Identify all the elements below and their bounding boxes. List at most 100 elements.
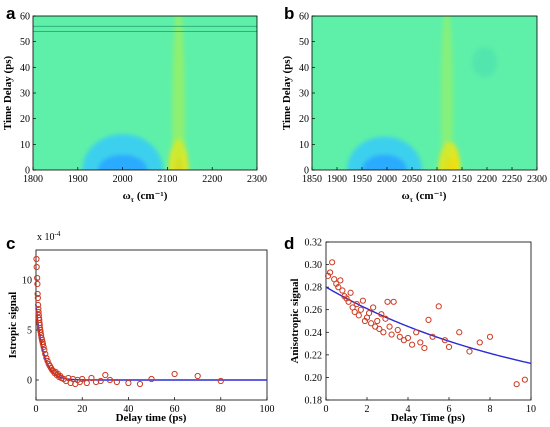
scatter-d-point-24: [374, 317, 381, 325]
heatmap-b-x-tick-label-4: 2050: [402, 174, 422, 185]
heatmap-b-y-tick-label-4: 40: [299, 63, 309, 74]
scatter-c-multiplier: x 10-4: [37, 230, 61, 243]
scatter-panel-c: x 10-4 0 20 40 60 80 100 0 5 10 Delay time (ps)…: [7, 230, 275, 424]
scatter-d-point-40: [421, 344, 428, 352]
heatmap-a-y-ticks: 0 10 20 30 40 50 60: [20, 12, 36, 177]
scatter-panel-d: 0 2 4 6 8 10 0.18 0.20 0.22 0.24 0.26 0.28 0.30 0.32…: [289, 238, 536, 425]
heatmap-a-y-tick-label-4: 40: [20, 63, 30, 74]
scatter-c-x-tick-label-4: 80: [216, 404, 226, 415]
scatter-c-x-label: Delay time (ps): [116, 412, 187, 424]
scatter-d-x-ticks: 0 2 4 6 8 10: [324, 397, 536, 415]
heatmap-b-x-tick-label-0: 1850: [302, 174, 322, 185]
scatter-d-point-27: [380, 329, 387, 336]
scatter-d-point-31: [388, 331, 395, 338]
scatter-d-point-30: [386, 323, 393, 330]
scatter-d-x-tick-label-5: 10: [526, 404, 536, 415]
scatter-d-point-38: [413, 329, 420, 336]
heatmap-b-background: [312, 16, 537, 170]
heatmap-b-y-tick-label-1: 10: [299, 140, 309, 151]
scatter-d-y-ticks: 0.18 0.20 0.22 0.24 0.26 0.28 0.30 0.32: [305, 238, 329, 407]
scatter-d-y-tick-label-2: 0.22: [305, 350, 323, 361]
scatter-d-x-tick-label-4: 8: [488, 404, 493, 415]
heatmap-a-feature-4: [172, 16, 185, 170]
scatter-c-point-0: [33, 255, 40, 263]
scatter-d-x-label: Delay Time (ps): [391, 412, 465, 424]
heatmap-panel-b: 1850 1900 1950 2000 2050 2100 2150 2200 2250 2300…: [281, 12, 547, 205]
heatmap-a-x-label: ωτ (cm⁻¹): [123, 190, 168, 204]
heatmap-b-features: [347, 16, 497, 170]
heatmap-b-y-ticks: 0 10 20 30 40 50 60: [299, 12, 315, 177]
heatmap-a-features: [82, 16, 189, 170]
heatmap-b-feature-4: [441, 16, 453, 170]
scatter-d-point-10: [345, 298, 352, 305]
scatter-d-point-43: [435, 303, 442, 310]
heatmap-b-x-tick-label-5: 2100: [427, 174, 447, 185]
scatter-c-point-49: [88, 374, 95, 382]
scatter-d-point-47: [466, 348, 473, 355]
heatmap-a-x-tick-label-5: 2300: [247, 174, 267, 185]
scatter-c-point-53: [106, 376, 114, 384]
heatmap-a-x-ticks: 1800 1900 2000 2100 2200 2300: [23, 167, 267, 185]
scatter-c-point-55: [125, 379, 132, 387]
scatter-d-y-tick-label-4: 0.26: [305, 305, 323, 316]
heatmap-b-y-tick-label-2: 20: [299, 114, 309, 125]
scatter-c-frame: [35, 249, 268, 401]
scatter-d-point-49: [486, 333, 494, 340]
scatter-c-point-7: [35, 305, 42, 313]
scatter-c-fit-curve: [35, 304, 267, 381]
scatter-c-x-tick-label-3: 60: [170, 404, 180, 415]
scatter-c-point-14: [36, 324, 44, 332]
scatter-d-point-13: [351, 308, 358, 316]
scatter-d-point-7: [339, 287, 346, 294]
scatter-d-point-51: [521, 376, 528, 383]
scatter-c-point-26: [44, 357, 51, 365]
scatter-d-point-36: [404, 334, 412, 342]
scatter-d-point-41: [425, 316, 432, 323]
scatter-d-point-37: [409, 341, 416, 348]
heatmap-a-y-tick-label-6: 60: [20, 12, 30, 23]
heatmap-b-y-label: Time Delay (ps): [281, 55, 293, 130]
heatmap-b-y-tick-label-3: 30: [299, 89, 309, 100]
scatter-d-y-tick-label-3: 0.24: [305, 328, 323, 339]
scatter-d-point-26: [378, 311, 385, 318]
scatter-c-point-51: [97, 377, 104, 385]
scatter-d-point-1: [327, 269, 334, 276]
heatmap-b-y-tick-label-0: 0: [304, 166, 309, 177]
scatter-d-point-46: [456, 329, 463, 336]
scatter-c-point-5: [34, 294, 41, 302]
scatter-d-x-tick-label-2: 4: [406, 404, 411, 415]
heatmap-a-x-tick-label-4: 2200: [202, 174, 222, 185]
heatmap-b-x-tick-label-7: 2200: [477, 174, 497, 185]
scatter-d-point-6: [337, 277, 344, 284]
heatmap-a-x-tick-label-0: 1800: [23, 174, 43, 185]
heatmap-b-feature-1: [347, 136, 422, 170]
scatter-c-y-tick-label-1: 5: [27, 326, 32, 337]
scatter-c-point-48: [83, 379, 90, 387]
scatter-d-point-5: [335, 284, 342, 291]
scatter-c-point-3: [34, 280, 41, 288]
scatter-c-y-label: Istropic signal: [7, 292, 19, 359]
scatter-d-x-tick-label-1: 2: [365, 404, 370, 415]
scatter-d-point-22: [370, 304, 377, 311]
heatmap-b-x-ticks: 1850 1900 1950 2000 2050 2100 2150 2200 2250 2300: [302, 167, 547, 185]
scatter-d-point-32: [390, 298, 397, 305]
scatter-d-y-tick-label-6: 0.30: [305, 260, 323, 271]
panel-label-a: a: [6, 4, 16, 23]
scatter-d-point-39: [417, 339, 424, 346]
heatmap-a-horizontal-lines: [33, 25, 257, 32]
scatter-c-point-25: [43, 354, 50, 362]
scatter-d-y-label: Anisotropic signal: [289, 278, 301, 363]
scatter-c-point-59: [194, 372, 201, 380]
heatmap-a-y-tick-label-2: 20: [20, 114, 30, 125]
scatter-d-points: [324, 259, 528, 388]
scatter-c-x-tick-label-0: 0: [34, 404, 39, 415]
scatter-c-y-tick-label-2: 10: [22, 276, 32, 287]
heatmap-a-y-tick-label-3: 30: [20, 89, 30, 100]
scatter-c-point-52: [102, 371, 109, 379]
scatter-c-x-tick-label-5: 100: [260, 404, 275, 415]
heatmap-b-x-tick-label-9: 2300: [527, 174, 547, 185]
scatter-d-point-16: [357, 306, 364, 313]
scatter-d-y-tick-label-7: 0.32: [305, 238, 323, 249]
scatter-c-point-24: [42, 350, 49, 358]
scatter-c-x-tick-label-1: 20: [77, 404, 87, 415]
